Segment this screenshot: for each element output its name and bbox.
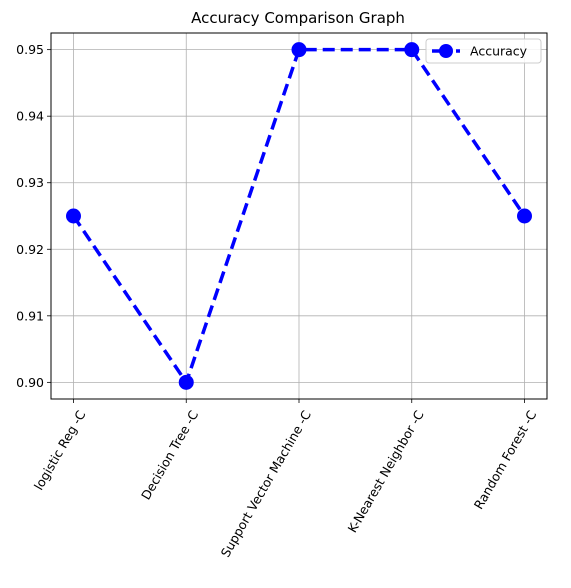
series-line-accuracy — [72, 47, 526, 385]
series-layer — [66, 42, 532, 390]
y-tick-label: 0.91 — [16, 308, 44, 323]
y-tick-label: 0.95 — [16, 42, 44, 57]
x-tick-label: Support Vector Machine -C — [218, 408, 314, 560]
data-point — [66, 208, 81, 224]
x-tick-label: K-Nearest Neighbor -C — [344, 408, 426, 536]
x-axis: logistic Reg -C Decision Tree -C Support V… — [31, 399, 540, 560]
y-axis: 0.90 0.91 0.92 0.93 0.94 0.95 — [16, 42, 51, 390]
y-tick-label: 0.90 — [16, 375, 44, 390]
y-tick-label: 0.94 — [16, 109, 44, 124]
data-point — [517, 208, 532, 224]
legend-box — [425, 38, 542, 64]
x-tick-label: Decision Tree -C — [138, 408, 201, 503]
data-point — [404, 42, 420, 58]
y-tick-label: 0.93 — [16, 175, 44, 190]
chart-title: Accuracy Comparison Graph — [191, 9, 405, 27]
y-tick-label: 0.92 — [16, 242, 44, 257]
grid-lines — [51, 33, 547, 399]
data-point — [178, 374, 194, 390]
x-tick-label: logistic Reg -C — [31, 408, 89, 493]
data-point — [291, 42, 307, 58]
legend-label: Accuracy — [470, 44, 528, 59]
x-tick-label: Random Forest -C — [471, 408, 540, 512]
legend-marker — [439, 44, 453, 58]
legend: Accuracy — [425, 38, 542, 64]
